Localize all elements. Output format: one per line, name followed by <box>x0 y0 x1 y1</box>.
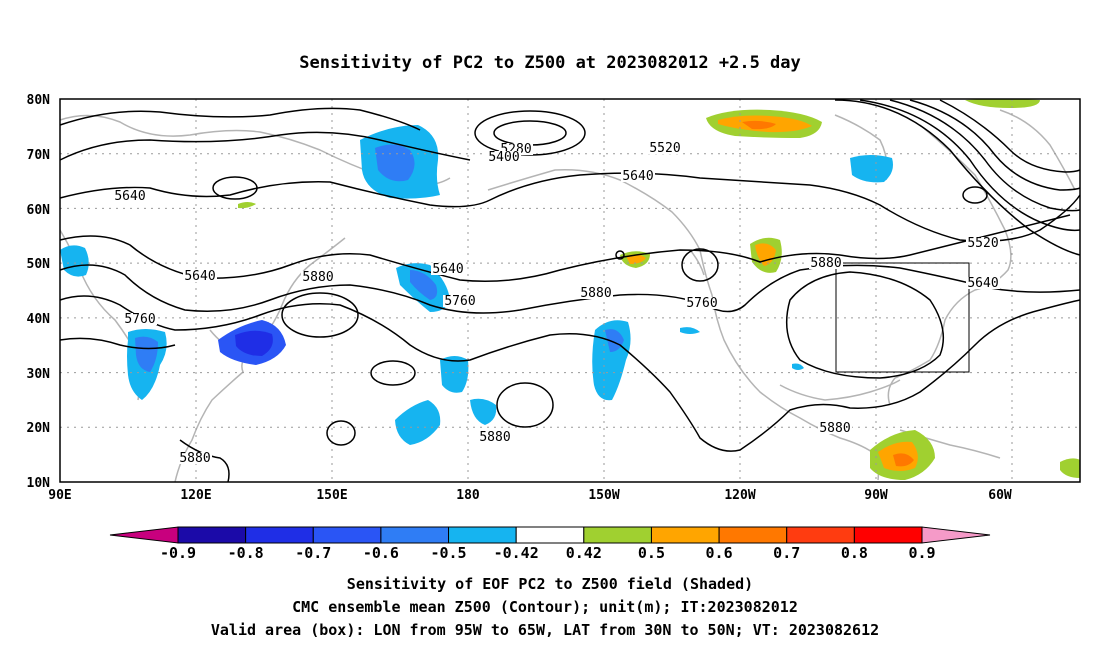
colorbar-segment <box>515 526 585 544</box>
colorbar-labels: -0.9 -0.8 -0.7 -0.6 -0.5 -0.42 0.42 0.5 0.6 0.7 0.… <box>160 544 936 562</box>
lat-label: 60N <box>27 203 51 218</box>
colorbar-tick-label: 0.42 <box>566 544 602 562</box>
footer-line-2: CMC ensemble mean Z500 (Contour); unit(m… <box>292 598 798 616</box>
contour-label: 5880 <box>179 451 210 466</box>
colorbar-tick-label: -0.42 <box>494 544 539 562</box>
lon-label: 150E <box>316 488 347 503</box>
colorbar-segment <box>853 526 923 544</box>
lon-label: 90W <box>864 488 888 503</box>
contour-label: 5760 <box>124 312 155 327</box>
contour-label: 5520 <box>649 141 680 156</box>
colorbar-segment <box>650 526 720 544</box>
colorbar-tick-label: -0.6 <box>363 544 399 562</box>
colorbar-segment <box>245 526 314 544</box>
colorbar-segment <box>380 526 450 544</box>
lat-label: 80N <box>27 93 51 108</box>
contour-label: 5880 <box>302 270 333 285</box>
contour-label: 5880 <box>580 286 611 301</box>
colorbar <box>109 526 991 544</box>
colorbar-tick-label: 0.8 <box>841 544 868 562</box>
contour-label: 5760 <box>444 294 475 309</box>
contour-label: 5760 <box>686 296 717 311</box>
colorbar-segment <box>583 526 652 544</box>
lon-label: 120W <box>724 488 755 503</box>
colorbar-segment <box>718 526 788 544</box>
contour-label: 5400 <box>488 150 519 165</box>
colorbar-tick-label: 0.6 <box>706 544 733 562</box>
colorbar-tick-label: -0.8 <box>228 544 264 562</box>
colorbar-left-arrow <box>109 526 179 544</box>
colorbar-tick-label: 0.7 <box>773 544 800 562</box>
longitude-labels: 90E 120E 150E 180 150W 120W 90W 60W <box>48 488 1012 503</box>
lon-label: 120E <box>180 488 211 503</box>
grid-lines <box>60 99 1080 482</box>
colorbar-segment <box>177 526 247 544</box>
map-title: Sensitivity of PC2 to Z500 at 2023082012… <box>299 53 801 73</box>
colorbar-segment <box>312 526 382 544</box>
latitude-labels: 80N 70N 60N 50N 40N 30N 20N 10N <box>27 93 51 491</box>
colorbar-tick-label: 0.5 <box>638 544 665 562</box>
lon-label: 60W <box>988 488 1012 503</box>
lat-label: 70N <box>27 148 51 163</box>
colorbar-segment <box>448 526 517 544</box>
lat-label: 30N <box>27 367 51 382</box>
map-plot-area: 5280540055205640564056405640576058805880… <box>59 98 1081 483</box>
lat-label: 50N <box>27 257 51 272</box>
valid-area-box <box>835 262 970 373</box>
colorbar-right-arrow <box>921 526 991 544</box>
contour-labels: 5280540055205640564056405640576058805880… <box>113 141 1000 466</box>
contour-label: 5640 <box>622 169 653 184</box>
z500-contours <box>59 99 1081 483</box>
contour-label: 5880 <box>810 256 841 271</box>
lon-label: 180 <box>456 488 480 503</box>
contour-label: 5640 <box>184 269 215 284</box>
lon-label: 150W <box>588 488 619 503</box>
lon-label: 90E <box>48 488 71 503</box>
contour-label: 5880 <box>819 421 850 436</box>
lat-label: 40N <box>27 312 51 327</box>
colorbar-tick-label: -0.5 <box>430 544 466 562</box>
colorbar-tick-label: -0.7 <box>295 544 331 562</box>
lat-label: 10N <box>27 476 51 491</box>
contour-label: 5880 <box>479 430 510 445</box>
contour-label: 5520 <box>967 236 998 251</box>
contour-label: 5640 <box>432 262 463 277</box>
colorbar-tick-label: 0.9 <box>908 544 935 562</box>
contour-label: 5640 <box>114 189 145 204</box>
footer-line-3: Valid area (box): LON from 95W to 65W, L… <box>211 621 879 639</box>
lat-label: 20N <box>27 421 51 436</box>
contour-label: 5640 <box>967 276 998 291</box>
colorbar-segment <box>786 526 855 544</box>
colorbar-tick-label: -0.9 <box>160 544 196 562</box>
footer-line-1: Sensitivity of EOF PC2 to Z500 field (Sh… <box>347 575 753 593</box>
